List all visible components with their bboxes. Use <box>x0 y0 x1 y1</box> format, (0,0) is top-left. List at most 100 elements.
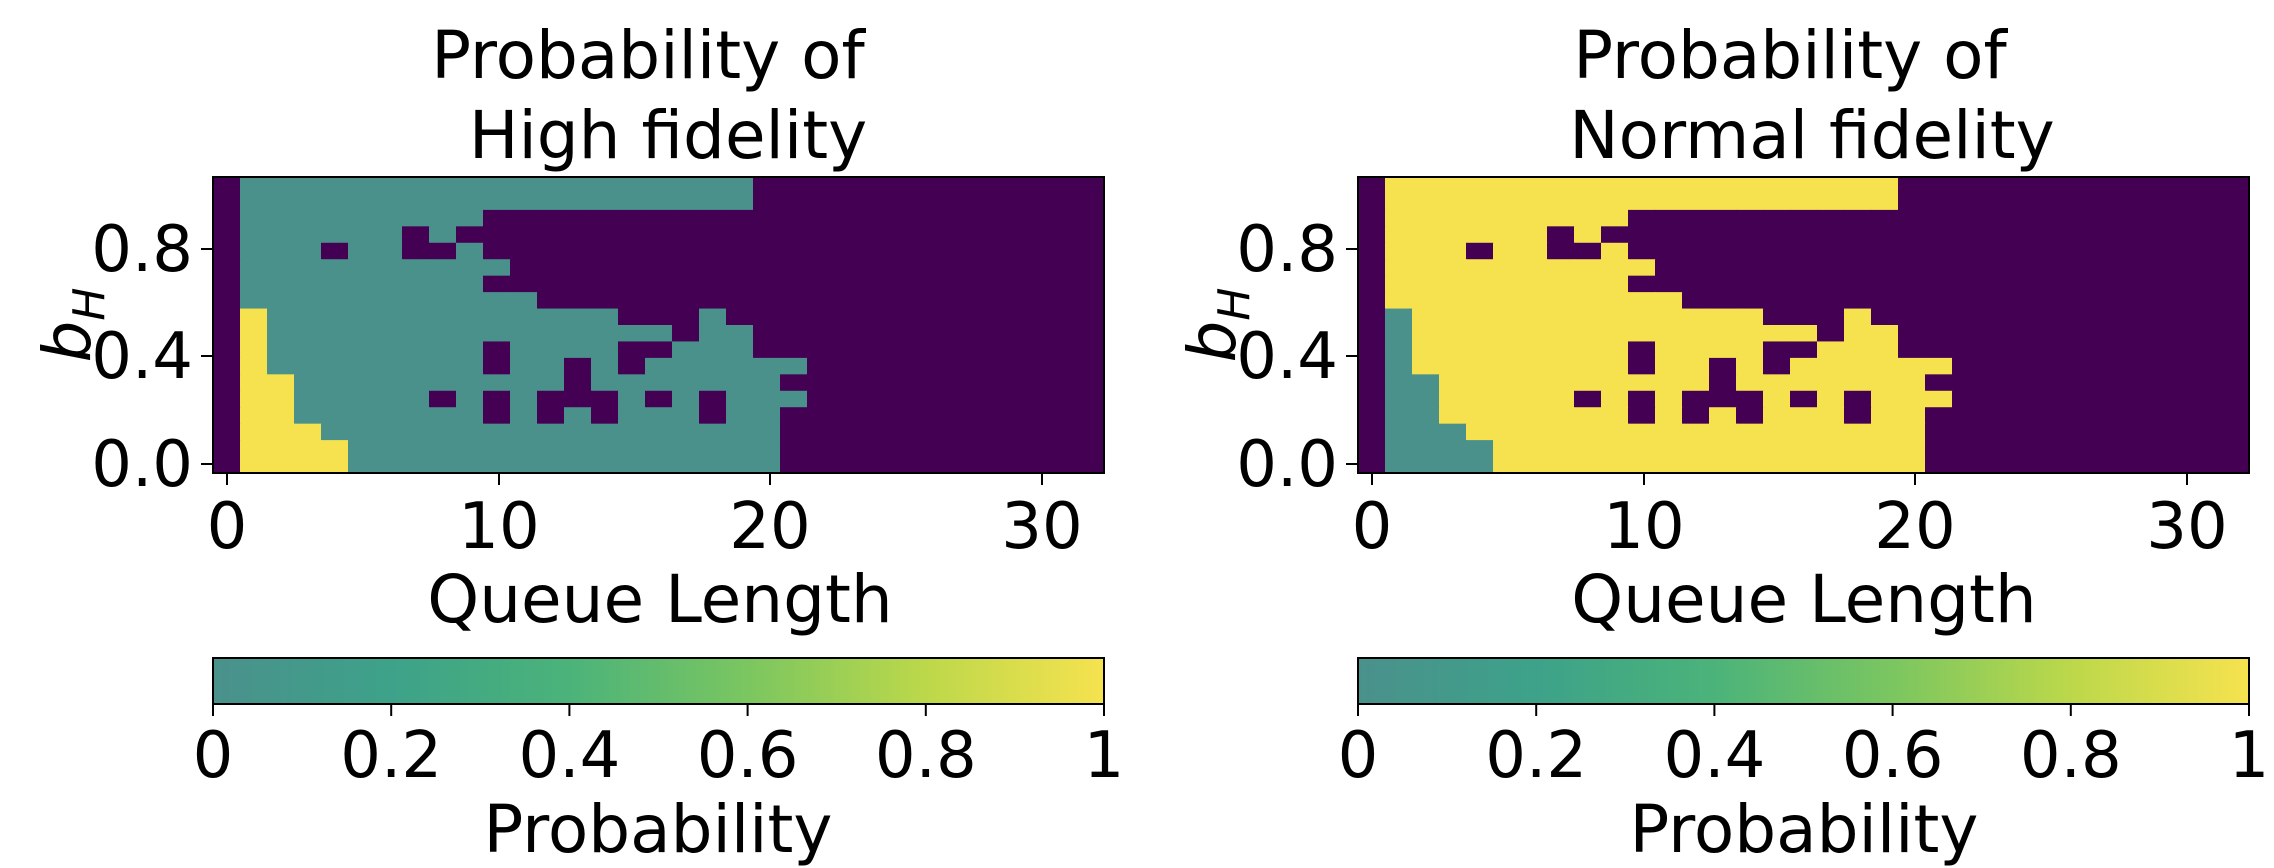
heatmap-cell <box>321 177 349 195</box>
heatmap-cell <box>240 440 268 458</box>
panel-title-line-2: Normal fidelity <box>1569 97 2054 174</box>
heatmap-cell <box>2114 193 2142 211</box>
heatmap-cell <box>591 374 619 392</box>
heatmap-cell <box>510 308 538 326</box>
heatmap-cell <box>1520 226 1548 244</box>
heatmap-cell <box>888 456 916 474</box>
heatmap-cell <box>1520 292 1548 310</box>
heatmap-cell <box>2222 407 2250 425</box>
heatmap-cell <box>1520 308 1548 326</box>
heatmap-cell <box>294 177 322 195</box>
heatmap-cell <box>1358 226 1386 244</box>
heatmap-cell <box>1077 275 1105 293</box>
heatmap-cell <box>375 440 403 458</box>
heatmap-cell <box>807 292 835 310</box>
heatmap-cell <box>1925 440 1953 458</box>
heatmap-cell <box>1979 390 2007 408</box>
heatmap-cell <box>402 242 430 260</box>
heatmap-cell <box>942 407 970 425</box>
heatmap-cell <box>861 407 889 425</box>
heatmap-cell <box>834 357 862 375</box>
heatmap-cell <box>2222 259 2250 277</box>
heatmap-cell <box>1655 440 1683 458</box>
heatmap-cell <box>2006 325 2034 343</box>
heatmap-cell <box>1844 242 1872 260</box>
heatmap-cell <box>240 177 268 195</box>
heatmap-cell <box>888 423 916 441</box>
heatmap-cell <box>1601 308 1629 326</box>
heatmap-cell <box>1493 177 1521 195</box>
heatmap-cell <box>2087 325 2115 343</box>
heatmap-cell <box>1898 407 1926 425</box>
heatmap-cell <box>618 308 646 326</box>
heatmap-cell <box>699 341 727 359</box>
heatmap-cell <box>1790 226 1818 244</box>
heatmap-cell <box>1439 325 1467 343</box>
heatmap-cell <box>375 209 403 227</box>
heatmap-cell <box>537 423 565 441</box>
heatmap-cell <box>1655 209 1683 227</box>
heatmap-cell <box>1050 357 1078 375</box>
heatmap-cell <box>1050 259 1078 277</box>
heatmap-cell <box>1050 456 1078 474</box>
heatmap-cell <box>861 390 889 408</box>
heatmap-cell <box>618 242 646 260</box>
heatmap-cell <box>888 209 916 227</box>
heatmap-cell <box>2033 357 2061 375</box>
heatmap-cell <box>1709 407 1737 425</box>
heatmap-cell <box>402 440 430 458</box>
heatmap-cell <box>1817 456 1845 474</box>
heatmap-cell <box>213 341 241 359</box>
heatmap-cell <box>1412 177 1440 195</box>
heatmap-cell <box>1601 275 1629 293</box>
heatmap-cell <box>2168 325 2196 343</box>
heatmap-cell <box>564 456 592 474</box>
heatmap-cell <box>321 374 349 392</box>
heatmap-cell <box>2195 357 2223 375</box>
heatmap-cell <box>618 407 646 425</box>
y-tick-label: 0.4 <box>91 320 193 394</box>
heatmap-cell <box>1439 177 1467 195</box>
heatmap-cell <box>1050 209 1078 227</box>
y-axis-label: bH <box>1174 288 1260 363</box>
plot-frame <box>212 176 1105 474</box>
heatmap-cell <box>510 390 538 408</box>
heatmap-cell <box>429 292 457 310</box>
heatmap-cell <box>1520 357 1548 375</box>
heatmap-cell <box>1628 292 1656 310</box>
heatmap-cell <box>726 440 754 458</box>
heatmap-cell <box>1628 259 1656 277</box>
heatmap-cell <box>2060 325 2088 343</box>
heatmap-cell <box>1601 440 1629 458</box>
heatmap-cell <box>1736 259 1764 277</box>
heatmap-cell <box>1817 308 1845 326</box>
heatmap-cell <box>1628 407 1656 425</box>
heatmap-cell <box>1574 193 1602 211</box>
heatmap-cell <box>294 407 322 425</box>
heatmap-cell <box>1574 308 1602 326</box>
heatmap-cell <box>1871 357 1899 375</box>
heatmap-cell <box>969 423 997 441</box>
heatmap-cell <box>2060 341 2088 359</box>
heatmap-cell <box>537 374 565 392</box>
heatmap-cell <box>753 292 781 310</box>
heatmap-cell <box>753 177 781 195</box>
heatmap-cell <box>1050 177 1078 195</box>
heatmap-cell <box>375 259 403 277</box>
heatmap-cell <box>888 275 916 293</box>
heatmap-cell <box>915 440 943 458</box>
heatmap-cell <box>510 193 538 211</box>
heatmap-cell <box>213 407 241 425</box>
heatmap-cell <box>807 275 835 293</box>
heatmap-cell <box>996 374 1024 392</box>
x-tick-label: 30 <box>1001 490 1082 564</box>
heatmap-cell <box>564 423 592 441</box>
heatmap-cell <box>2087 407 2115 425</box>
heatmap-cell <box>2060 193 2088 211</box>
y-tick-label: 0.0 <box>91 428 193 502</box>
heatmap-cell <box>888 308 916 326</box>
heatmap-cell <box>1547 423 1575 441</box>
heatmap-cell <box>1077 390 1105 408</box>
heatmap-cell <box>969 177 997 195</box>
heatmap-cell <box>294 292 322 310</box>
